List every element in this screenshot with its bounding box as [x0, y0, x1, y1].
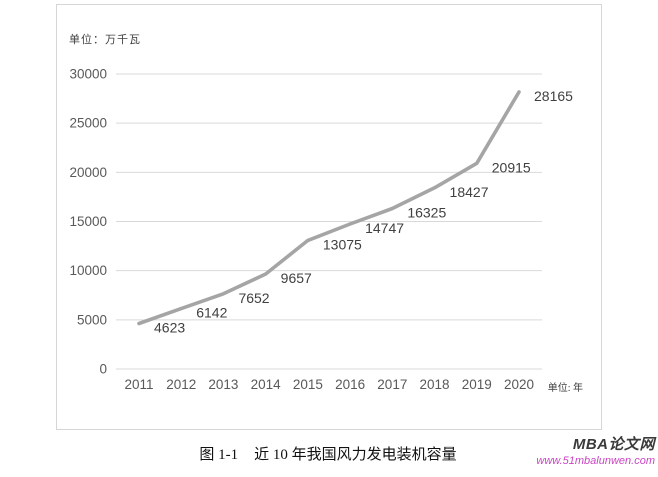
- y-axis-tick-label: 0: [99, 362, 107, 377]
- watermark: MBA论文网 www.51mbalunwen.com: [536, 436, 655, 467]
- x-axis-tick-label: 2019: [462, 377, 492, 392]
- data-label: 9657: [281, 270, 312, 286]
- watermark-brand: MBA论文网: [572, 436, 655, 453]
- y-axis-tick-label: 10000: [69, 263, 107, 278]
- data-label: 4623: [154, 320, 185, 336]
- figure-caption-number: 图 1-1: [199, 447, 239, 463]
- y-axis-tick-label: 25000: [69, 116, 107, 131]
- data-label: 14747: [365, 220, 404, 236]
- x-axis-tick-label: 2017: [377, 377, 407, 392]
- x-axis-tick-label: 2015: [293, 377, 323, 392]
- figure-caption: 图 1-1 近 10 年我国风力发电装机容量: [56, 443, 600, 464]
- chart-panel: 单位：万千瓦 0 5000 10000 15000 20000 25000 30000 201…: [56, 4, 602, 430]
- y-axis-tick-label: 5000: [77, 312, 107, 327]
- watermark-url: www.51mbalunwen.com: [536, 454, 655, 467]
- y-axis-tick-label: 30000: [69, 67, 107, 82]
- x-axis-tick-label: 2014: [251, 377, 282, 392]
- data-label: 13075: [323, 236, 362, 252]
- data-label: 16325: [407, 204, 446, 220]
- y-axis-unit-label: 单位：万千瓦: [69, 34, 141, 46]
- x-axis-tick-label: 2012: [166, 377, 196, 392]
- x-axis-tick-label: 2018: [420, 377, 450, 392]
- x-axis-tick-label: 2013: [208, 377, 238, 392]
- x-axis-tick-label: 2020: [504, 377, 534, 392]
- y-axis-tick-label: 15000: [69, 214, 107, 229]
- data-label: 28165: [534, 88, 573, 104]
- data-label: 6142: [196, 305, 227, 321]
- y-axis-tick-label: 20000: [69, 165, 107, 180]
- data-label: 20915: [492, 159, 531, 175]
- x-axis-unit-label: 单位: 年: [547, 383, 583, 394]
- figure-caption-title: 近 10 年我国风力发电装机容量: [254, 447, 457, 463]
- data-label: 7652: [238, 290, 269, 306]
- line-chart: 0 5000 10000 15000 20000 25000 30000 2011 2012 20…: [69, 67, 573, 393]
- series-line: [137, 90, 521, 326]
- data-label: 18427: [450, 184, 489, 200]
- x-axis-tick-label: 2016: [335, 377, 365, 392]
- x-axis-tick-label: 2011: [124, 377, 153, 392]
